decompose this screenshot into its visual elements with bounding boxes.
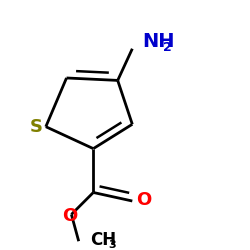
Text: CH: CH xyxy=(90,231,116,249)
Text: O: O xyxy=(136,191,151,209)
Text: 3: 3 xyxy=(108,240,116,250)
Text: NH: NH xyxy=(142,32,174,51)
Text: S: S xyxy=(30,118,43,136)
Text: O: O xyxy=(62,207,78,225)
Text: 2: 2 xyxy=(163,41,172,54)
